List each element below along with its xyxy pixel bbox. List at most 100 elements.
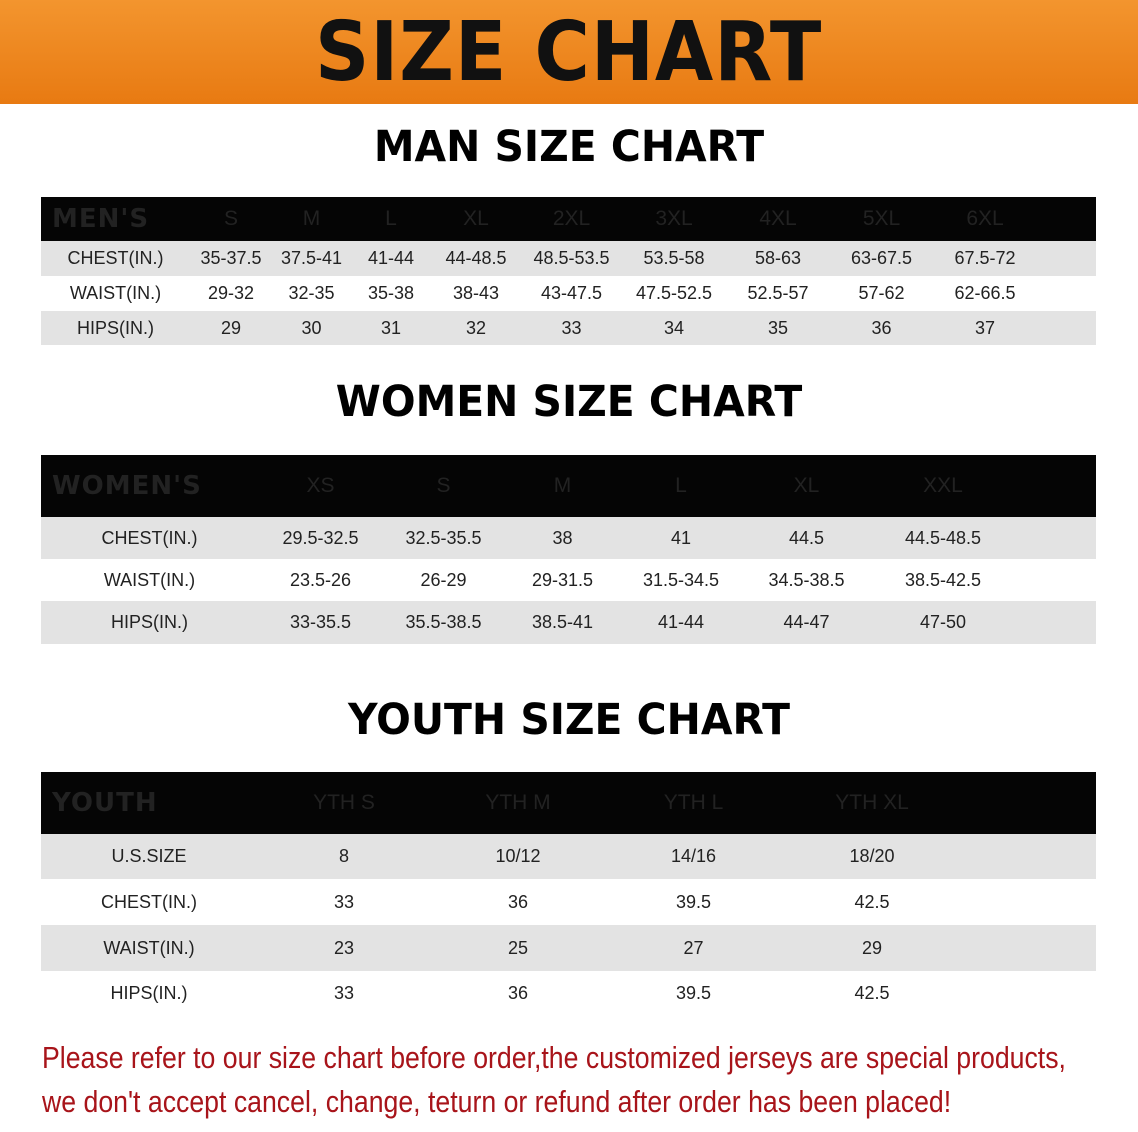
size-value-cell: 23 <box>333 937 355 958</box>
size-value-cell: 36 <box>507 891 529 912</box>
size-value-cell: 32-35 <box>288 283 335 303</box>
size-header-cell: XS <box>306 474 335 497</box>
notice-line-2: we don't accept cancel, change, teturn o… <box>42 1084 952 1119</box>
measurement-label: U.S.SIZE <box>111 846 187 866</box>
size-value-cell: 25 <box>507 937 529 958</box>
measurement-label: WAIST(IN.) <box>69 283 162 303</box>
men-section-title: MAN SIZE CHART <box>373 122 765 172</box>
size-header-cell: YTH M <box>485 791 551 814</box>
size-value-cell: 38.5-41 <box>531 612 594 632</box>
size-value-cell: 58-63 <box>754 248 802 268</box>
size-value-cell: 44.5 <box>788 527 825 548</box>
size-value-cell: 33 <box>333 891 355 912</box>
size-value-cell: 35-37.5 <box>200 248 262 268</box>
size-value-cell: 26-29 <box>420 569 467 590</box>
size-header-cell: YTH L <box>663 791 724 814</box>
women-size-table: WOMEN'S XS S M L XL XXL CHEST(IN.) 29.5-32.5 32.5… <box>41 455 1096 644</box>
size-header-cell: L <box>385 207 397 230</box>
size-header-cell: 3XL <box>655 207 693 230</box>
size-value-cell: 10/12 <box>495 846 541 866</box>
size-value-cell: 43-47.5 <box>540 283 603 303</box>
size-value-cell: 42.5 <box>854 983 890 1003</box>
size-value-cell: 29 <box>220 317 242 338</box>
measurement-label: HIPS(IN.) <box>110 612 188 632</box>
order-notice: Please refer to our size chart before or… <box>42 1036 1126 1124</box>
men-size-table: MEN'S S M L XL 2XL 3XL 4XL 5XL 6XL CHEST(IN.) 35-37… <box>41 197 1096 345</box>
size-value-cell: 52.5-57 <box>747 283 809 303</box>
size-value-cell: 62-66.5 <box>954 283 1016 303</box>
table-title-cell: YOUTH <box>52 788 158 818</box>
size-value-cell: 29.5-32.5 <box>282 527 359 548</box>
size-value-cell: 53.5-58 <box>643 248 705 268</box>
size-value-cell: 44-48.5 <box>445 248 507 268</box>
size-value-cell: 38-43 <box>452 283 500 303</box>
size-value-cell: 38.5-42.5 <box>904 569 982 590</box>
measurement-label: HIPS(IN.) <box>76 317 154 338</box>
size-value-cell: 33 <box>333 983 355 1003</box>
size-value-cell: 44.5-48.5 <box>904 527 982 548</box>
banner-title: SIZE CHART <box>315 4 823 100</box>
size-header-cell: 5XL <box>862 207 901 230</box>
size-value-cell: 32 <box>465 317 487 338</box>
size-header-cell: YTH S <box>313 791 375 814</box>
women-header-row: WOMEN'S XS S M L XL XXL <box>41 455 1096 517</box>
table-row: U.S.SIZE 8 10/12 14/16 18/20 <box>41 834 1096 879</box>
measurement-label: CHEST(IN.) <box>101 527 198 548</box>
size-value-cell: 34 <box>663 317 685 338</box>
youth-header-row: YOUTH YTH S YTH M YTH L YTH XL <box>41 772 1096 834</box>
size-header-cell: M <box>302 207 321 230</box>
size-value-cell: 36 <box>507 983 529 1003</box>
size-header-cell: 2XL <box>552 207 591 230</box>
size-header-cell: L <box>675 474 687 497</box>
notice-line-1: Please refer to our size chart before or… <box>42 1040 1066 1075</box>
size-value-cell: 67.5-72 <box>954 248 1016 268</box>
table-row: HIPS(IN.) 33 36 39.5 42.5 <box>41 971 1096 1016</box>
table-row: CHEST(IN.) 35-37.5 37.5-41 41-44 44-48.5 48.5… <box>41 241 1096 276</box>
size-value-cell: 44-47 <box>783 612 830 632</box>
size-value-cell: 41 <box>670 527 692 548</box>
youth-size-table: YOUTH YTH S YTH M YTH L YTH XL U.S.SIZE 8 10/12… <box>41 772 1096 1016</box>
size-value-cell: 41-44 <box>367 248 415 268</box>
size-value-cell: 42.5 <box>854 891 890 912</box>
table-row: WAIST(IN.) 23 25 27 29 <box>41 925 1096 971</box>
size-value-cell: 8 <box>338 846 349 866</box>
size-value-cell: 48.5-53.5 <box>533 248 610 268</box>
size-value-cell: 57-62 <box>858 283 905 303</box>
size-value-cell: 31.5-34.5 <box>642 569 720 590</box>
size-header-cell: XL <box>793 474 820 497</box>
measurement-label: CHEST(IN.) <box>101 891 197 912</box>
size-value-cell: 32.5-35.5 <box>405 527 482 548</box>
size-value-cell: 35-38 <box>367 283 415 303</box>
size-header-cell: M <box>553 474 572 497</box>
size-value-cell: 33-35.5 <box>289 612 352 632</box>
size-header-cell: XL <box>463 207 489 230</box>
size-value-cell: 63-67.5 <box>850 248 913 268</box>
table-row: HIPS(IN.) 29 30 31 32 33 34 35 36 37 <box>41 311 1096 345</box>
men-header-row: MEN'S S M L XL 2XL 3XL 4XL 5XL 6XL <box>41 197 1096 241</box>
size-value-cell: 29 <box>861 937 883 958</box>
table-row: WAIST(IN.) 29-32 32-35 35-38 38-43 43-47.5 47.… <box>41 276 1096 311</box>
size-value-cell: 27 <box>683 937 704 958</box>
measurement-label: WAIST(IN.) <box>103 937 195 958</box>
size-value-cell: 18/20 <box>849 846 895 866</box>
table-row: CHEST(IN.) 33 36 39.5 42.5 <box>41 879 1096 925</box>
table-row: WAIST(IN.) 23.5-26 26-29 29-31.5 31.5-34.5 34… <box>41 559 1096 601</box>
size-value-cell: 31 <box>380 317 402 338</box>
table-title-cell: WOMEN'S <box>52 471 202 501</box>
measurement-label: CHEST(IN.) <box>67 248 164 268</box>
size-value-cell: 33 <box>561 317 582 338</box>
size-value-cell: 47-50 <box>919 612 967 632</box>
size-value-cell: 37.5-41 <box>280 248 343 268</box>
size-value-cell: 35.5-38.5 <box>405 612 482 632</box>
size-header-cell: YTH XL <box>835 791 909 814</box>
size-header-cell: 4XL <box>759 207 797 230</box>
size-header-cell: 6XL <box>966 207 1004 230</box>
table-row: CHEST(IN.) 29.5-32.5 32.5-35.5 38 41 44.5 44.5… <box>41 517 1096 559</box>
youth-section-title: YOUTH SIZE CHART <box>348 695 790 745</box>
size-value-cell: 38 <box>552 527 573 548</box>
size-value-cell: 30 <box>301 317 322 338</box>
size-value-cell: 34.5-38.5 <box>768 569 845 590</box>
size-header-cell: XXL <box>923 474 963 497</box>
table-title-cell: MEN'S <box>52 204 150 234</box>
size-value-cell: 29-31.5 <box>531 569 594 590</box>
